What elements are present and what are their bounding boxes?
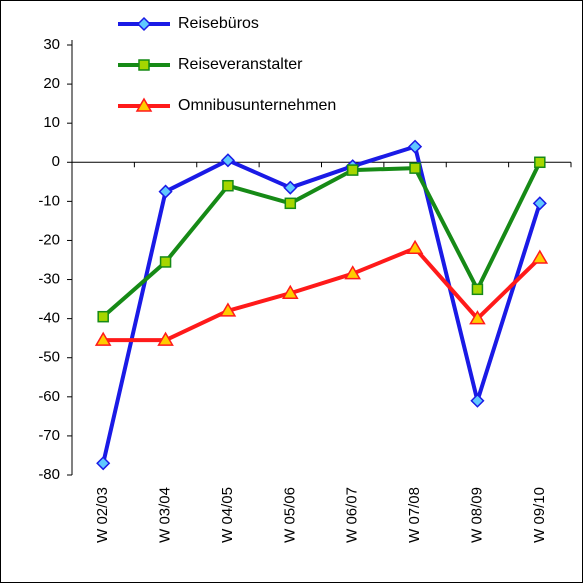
series-line bbox=[101, 144, 542, 464]
marker bbox=[470, 393, 485, 408]
x-tick-label: W 03/04 bbox=[157, 487, 174, 543]
y-tick-label: 30 bbox=[43, 36, 60, 53]
marker bbox=[532, 196, 547, 211]
y-tick-label: -40 bbox=[38, 310, 60, 327]
x-tick-label: W 02/03 bbox=[94, 487, 111, 543]
marker bbox=[96, 456, 111, 471]
x-tick-label: W 06/07 bbox=[344, 487, 361, 543]
marker bbox=[97, 310, 109, 323]
y-tick-label: 0 bbox=[52, 153, 60, 170]
series-line bbox=[103, 246, 542, 343]
legend-label: Omnibusunternehmen bbox=[178, 97, 336, 114]
marker bbox=[469, 310, 486, 325]
legend: Reisebüros Reiseveranstalter Omnibusuntern… bbox=[118, 15, 336, 114]
y-tick-label: -60 bbox=[38, 388, 60, 405]
marker bbox=[534, 156, 546, 169]
x-tick-label: W 07/08 bbox=[406, 487, 423, 543]
marker bbox=[409, 162, 421, 174]
marker bbox=[138, 59, 150, 71]
y-tick-label: -30 bbox=[38, 271, 60, 288]
marker bbox=[159, 256, 172, 268]
marker bbox=[158, 184, 173, 199]
marker bbox=[346, 164, 359, 176]
marker bbox=[94, 331, 112, 346]
marker bbox=[408, 139, 423, 154]
marker bbox=[344, 265, 361, 280]
marker bbox=[135, 97, 153, 112]
marker bbox=[531, 249, 549, 264]
marker bbox=[220, 153, 235, 168]
legend-label: Reisebüros bbox=[178, 15, 259, 32]
series-line bbox=[101, 161, 542, 319]
marker bbox=[283, 180, 298, 195]
marker bbox=[284, 197, 297, 210]
marker bbox=[222, 179, 234, 192]
y-tick-label: -20 bbox=[38, 231, 60, 248]
marker bbox=[219, 302, 237, 317]
y-tick-label: 20 bbox=[43, 75, 60, 92]
y-tick-label: 10 bbox=[43, 114, 60, 131]
legend-label: Reiseveranstalter bbox=[178, 56, 303, 73]
x-tick-label: W 09/10 bbox=[531, 487, 548, 543]
x-tick-label: W 05/06 bbox=[281, 487, 298, 543]
marker bbox=[136, 16, 152, 32]
x-tick-label: W 04/05 bbox=[219, 487, 236, 543]
x-tick-label: W 08/09 bbox=[468, 487, 485, 543]
marker bbox=[406, 239, 424, 255]
marker bbox=[157, 331, 174, 346]
y-tick-label: -10 bbox=[38, 192, 60, 209]
y-tick-label: -50 bbox=[38, 349, 60, 366]
y-tick-label: -70 bbox=[38, 427, 60, 444]
marker bbox=[282, 284, 299, 299]
marker bbox=[471, 283, 484, 296]
y-tick-label: -80 bbox=[38, 466, 60, 483]
